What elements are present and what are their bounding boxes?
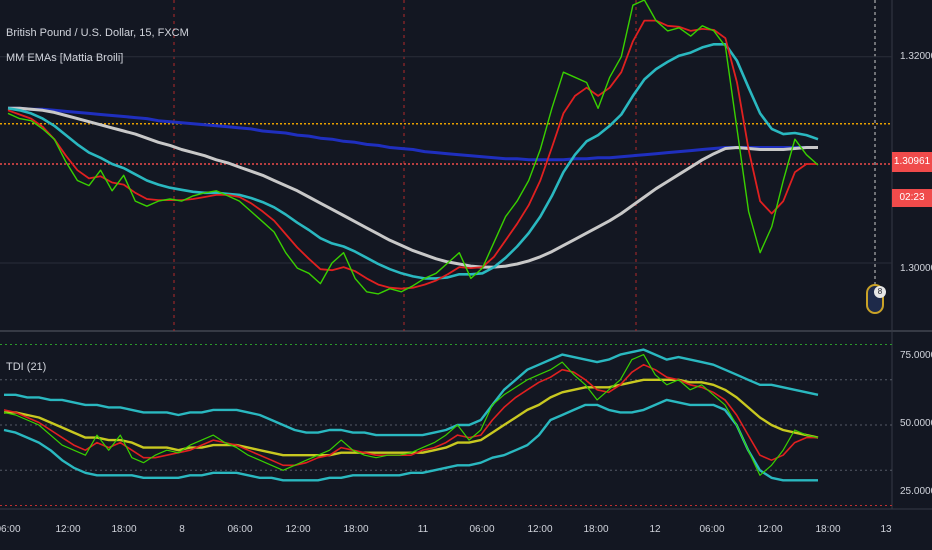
x-axis-label: 06:00 [699,524,725,535]
ema-indicator-label[interactable]: MM EMAs [Mattia Broili] [6,52,124,64]
series-line-price [7,0,819,295]
tdi-indicator-label[interactable]: TDI (21) [6,361,47,373]
y-axis-label: 1.30000 [900,263,932,274]
tdi-line-signal_red [3,363,818,467]
x-axis-label: 8 [179,524,185,535]
current-price-badge: 1.30961 [892,152,932,172]
tdi-line-band_upper_teal [4,348,819,437]
x-axis-label: 12:00 [527,524,553,535]
y-axis-label: 1.32000 [900,51,932,62]
series-line-ema_red [7,19,818,290]
tdi-line-band_lower_teal [3,398,818,482]
series-line-ema_teal [7,42,819,280]
x-axis-label: 12:00 [285,524,311,535]
series-line-ema_white [8,106,818,269]
series-line-ema_blue [8,106,818,162]
x-axis-label: 18:00 [815,524,841,535]
x-axis-label: 11 [417,524,429,535]
x-axis-label: 06:00 [227,524,253,535]
x-axis-label: 12 [649,524,661,535]
x-axis-label: 18:00 [111,524,137,535]
tdi-y-axis-label: 25.0000 [900,486,932,497]
symbol-title: British Pound / U.S. Dollar, 15, FXCM [6,27,189,39]
candle-countdown-badge: 02:23 [892,189,932,207]
x-axis-label: 18:00 [583,524,609,535]
x-axis-label: 12:00 [757,524,783,535]
x-axis-label: 06:00 [0,524,21,535]
x-axis-label: 12:00 [55,524,81,535]
x-axis-label: 18:00 [343,524,369,535]
tdi-line-rsi_green [3,354,819,476]
x-axis-label: 06:00 [469,524,495,535]
x-axis-label: 13 [880,524,892,535]
tdi-y-axis-label: 50.0000 [900,418,932,429]
tdi-y-axis-label: 75.0000 [900,350,932,361]
event-count-badge[interactable]: 8 [874,286,886,298]
